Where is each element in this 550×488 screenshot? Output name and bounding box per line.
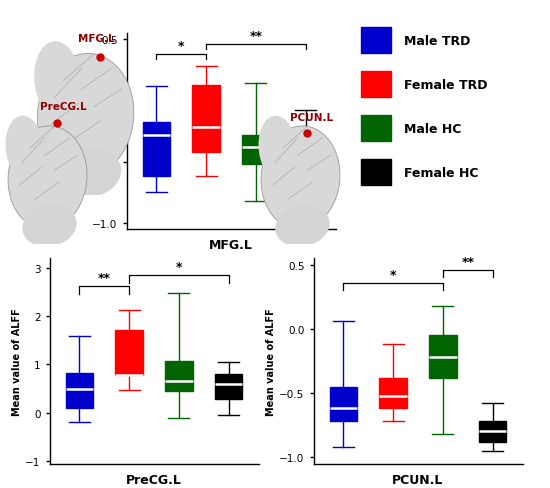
Bar: [65, 373, 93, 408]
Bar: [116, 330, 143, 375]
Bar: [242, 135, 270, 165]
Bar: [361, 160, 392, 186]
Ellipse shape: [276, 206, 329, 247]
X-axis label: PreCG.L: PreCG.L: [126, 472, 182, 486]
Text: **: **: [461, 255, 474, 268]
Bar: [192, 85, 220, 152]
Bar: [361, 72, 392, 98]
Bar: [479, 421, 507, 442]
Bar: [292, 141, 320, 177]
Text: *: *: [390, 268, 397, 281]
Text: PCUN.L: PCUN.L: [290, 113, 333, 122]
Text: *: *: [178, 40, 184, 53]
Bar: [379, 378, 407, 408]
Bar: [429, 336, 456, 378]
Bar: [142, 123, 170, 177]
Y-axis label: Mean value of ALFF: Mean value of ALFF: [266, 307, 277, 415]
Text: Female HC: Female HC: [404, 166, 478, 179]
Text: **: **: [249, 30, 262, 43]
Y-axis label: Mean value of ALFF: Mean value of ALFF: [79, 78, 90, 185]
Ellipse shape: [261, 127, 340, 229]
Bar: [361, 116, 392, 142]
Bar: [361, 28, 392, 54]
Bar: [329, 386, 357, 421]
Ellipse shape: [23, 206, 76, 247]
Text: *: *: [175, 261, 182, 273]
Ellipse shape: [6, 117, 44, 181]
Bar: [215, 374, 243, 400]
Ellipse shape: [37, 54, 134, 178]
Y-axis label: Mean value of ALFF: Mean value of ALFF: [12, 307, 23, 415]
Text: **: **: [98, 272, 111, 285]
X-axis label: PCUN.L: PCUN.L: [392, 472, 444, 486]
Bar: [165, 361, 192, 391]
Ellipse shape: [55, 149, 121, 199]
Text: Female TRD: Female TRD: [404, 79, 487, 91]
Ellipse shape: [8, 127, 87, 229]
Text: MFG.L: MFG.L: [78, 34, 115, 44]
Ellipse shape: [258, 117, 297, 181]
X-axis label: MFG.L: MFG.L: [209, 238, 253, 251]
Text: PreCG.L: PreCG.L: [40, 102, 86, 112]
Text: Male TRD: Male TRD: [404, 35, 470, 47]
Text: Male HC: Male HC: [404, 122, 461, 135]
Ellipse shape: [34, 42, 81, 120]
